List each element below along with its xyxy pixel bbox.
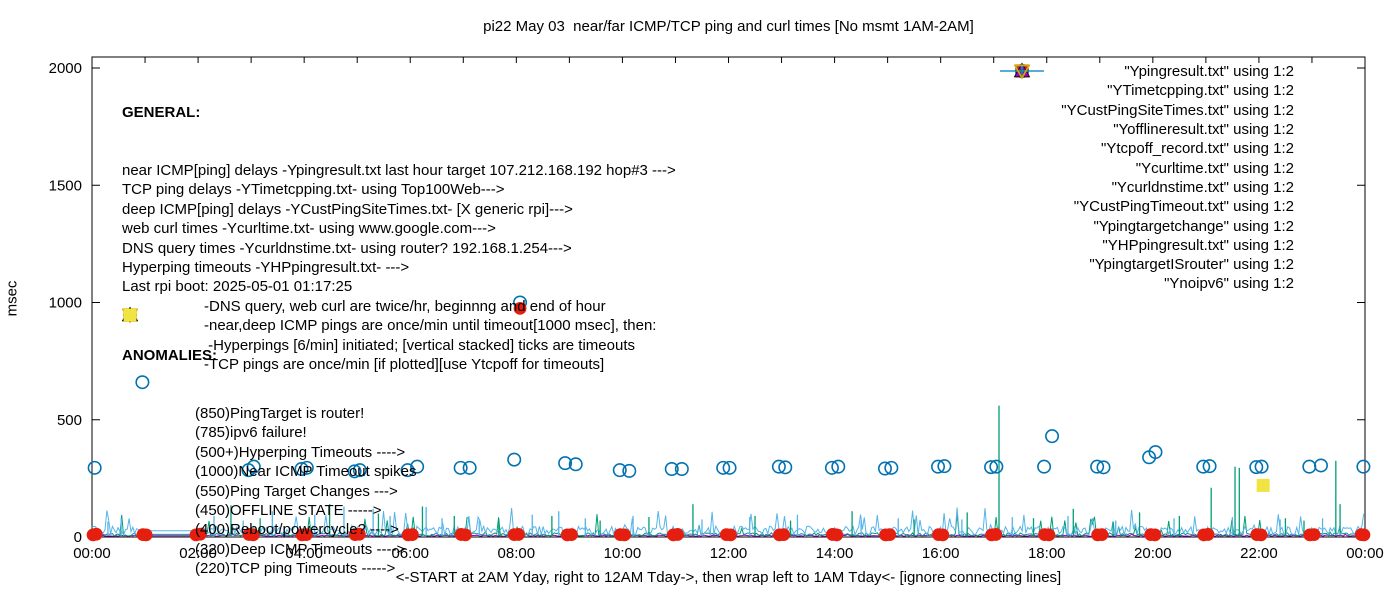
square-filled-icon — [123, 308, 137, 322]
general-indented-line: -near,deep ICMP pings are once/min until… — [204, 317, 657, 335]
legend-item: "Ytcpoff_record.txt" using 1:2 — [994, 64, 1358, 158]
legend: "Ypingresult.txt" using 1:2 "YTimetcpping… — [994, 62, 1358, 294]
anomaly-item: (785)ipv6 failure! — [122, 308, 416, 442]
anomaly-item: (550)Ping Target Changes ---> — [122, 308, 416, 501]
svg-text:12:00: 12:00 — [710, 545, 748, 562]
legend-item: "Ypingresult.txt" using 1:2 — [994, 62, 1358, 81]
anomaly-item: (400)Reboot/powercycle? ----> — [122, 520, 416, 539]
legend-item: "Ycurldnstime.txt" using 1:2 — [994, 64, 1358, 197]
anomaly-text: (1000)Near ICMP Timeout spikes — [195, 463, 417, 481]
x-axis-label: <-START at 2AM Yday, right to 12AM Tday-… — [395, 569, 1062, 586]
anomaly-item: (1000)Near ICMP Timeout spikes — [122, 462, 416, 481]
legend-item-label: "Ytcpoff_record.txt" using 1:2 — [1101, 140, 1294, 158]
anomaly-item: (500+)Hyperping Timeouts ----> — [122, 308, 416, 462]
svg-text:16:00: 16:00 — [922, 545, 960, 562]
legend-item: "YCustPingSiteTimes.txt" using 1:2 — [994, 70, 1358, 120]
general-heading: GENERAL: — [122, 103, 201, 121]
anomaly-text: (850)PingTarget is router! — [195, 405, 365, 423]
general-line: near ICMP[ping] delays -Ypingresult.txt … — [122, 162, 676, 180]
svg-text:1000: 1000 — [49, 295, 82, 312]
legend-item: "Ynoipv6" using 1:2 — [994, 64, 1358, 293]
legend-item: "YpingtargetISrouter" using 1:2 — [994, 64, 1358, 274]
anomaly-text: (320)Deep ICMP Timeouts ----> — [195, 540, 406, 558]
legend-item: "YTimetcpping.txt" using 1:2 — [994, 70, 1358, 100]
general-indented-line: -TCP pings are once/min [if plotted][use… — [204, 356, 605, 374]
legend-item-label: "YTimetcpping.txt" using 1:2 — [1107, 82, 1294, 100]
anomalies-annotation-block: ANOMALIES: (850)PingTarget is router! (78… — [122, 307, 416, 579]
anomalies-heading: ANOMALIES: — [122, 346, 217, 364]
general-line: web curl times -Ycurltime.txt- using www… — [122, 220, 496, 238]
anomaly-item: (450)OFFLINE STATE -----> — [122, 308, 416, 520]
legend-item: "Ypingtargetchange" using 1:2 — [994, 64, 1358, 235]
legend-item-label: "YCustPingSiteTimes.txt" using 1:2 — [1061, 101, 1294, 119]
anomaly-text: (400)Reboot/powercycle? ----> — [195, 521, 399, 539]
triangle-down-open-icon — [1013, 64, 1031, 80]
svg-text:02:00: 02:00 — [179, 545, 217, 562]
series-points-Ycurldnstime.txt — [86, 301, 1371, 542]
legend-item-label: "Ynoipv6" using 1:2 — [1164, 275, 1294, 293]
series-spikes-YTimetcpping.txt — [230, 405, 1341, 536]
svg-text:04:00: 04:00 — [285, 545, 323, 562]
legend-item-label: "YpingtargetISrouter" using 1:2 — [1089, 256, 1294, 274]
series-points-Ytcpoff_record.txt — [1256, 478, 1270, 492]
svg-text:00:00: 00:00 — [73, 545, 111, 562]
legend-item: "Yofflineresult.txt" using 1:2 — [994, 64, 1358, 139]
svg-text:00:00: 00:00 — [1346, 545, 1384, 562]
anomaly-item: (320)Deep ICMP Timeouts ----> — [122, 307, 416, 559]
svg-text:500: 500 — [57, 412, 82, 429]
svg-text:0: 0 — [74, 529, 82, 546]
general-line: TCP ping delays -YTimetcpping.txt- using… — [122, 181, 505, 199]
anomaly-text: (785)ipv6 failure! — [195, 424, 307, 442]
legend-item-label: "Yofflineresult.txt" using 1:2 — [1113, 121, 1294, 139]
anomaly-text: (550)Ping Target Changes ---> — [195, 482, 398, 500]
general-indented-line: -DNS query, web curl are twice/hr, begin… — [204, 297, 606, 315]
anomaly-text: (500+)Hyperping Timeouts ----> — [195, 443, 406, 461]
general-line: Hyperping timeouts -YHPpingresult.txt- -… — [122, 259, 410, 277]
svg-text:1500: 1500 — [49, 177, 82, 194]
legend-item-label: "YCustPingTimeout.txt" using 1:2 — [1073, 198, 1294, 216]
legend-item-label: "Ycurldnstime.txt" using 1:2 — [1111, 178, 1294, 196]
legend-item-label: "Ycurltime.txt" using 1:2 — [1135, 159, 1294, 177]
anomaly-item: (220)TCP ping Timeouts -----> — [122, 308, 416, 578]
general-line: deep ICMP[ping] delays -YCustPingSiteTim… — [122, 200, 573, 218]
general-indented-line: -Hyperpings [6/min] initiated; [vertical… — [204, 336, 636, 354]
svg-text:10:00: 10:00 — [604, 545, 642, 562]
anomaly-text: (220)TCP ping Timeouts -----> — [195, 560, 396, 578]
legend-item-label: "YHPpingresult.txt" using 1:2 — [1102, 236, 1294, 254]
legend-item: "YCustPingTimeout.txt" using 1:2 — [994, 62, 1358, 216]
legend-item: "YHPpingresult.txt" using 1:2 — [994, 64, 1358, 255]
svg-text:06:00: 06:00 — [391, 545, 429, 562]
general-line: Last rpi boot: 2025-05-01 01:17:25 — [122, 278, 353, 296]
legend-item-label: "Ypingresult.txt" using 1:2 — [1124, 63, 1294, 81]
legend-item-label: "Ypingtargetchange" using 1:2 — [1093, 217, 1294, 235]
general-annotation-block: GENERAL: near ICMP[ping] delays -Ypingre… — [122, 64, 676, 375]
svg-text:14:00: 14:00 — [816, 545, 854, 562]
anomaly-item: (850)PingTarget is router! — [122, 308, 416, 423]
legend-item: "Ycurltime.txt" using 1:2 — [994, 64, 1358, 177]
svg-text:08:00: 08:00 — [498, 545, 536, 562]
anomaly-text: (450)OFFLINE STATE -----> — [195, 501, 382, 519]
axis-tick-labels: 00:00 02:00 04:00 06:00 08:00 10:00 12:00 14:00… — [49, 60, 1384, 562]
page-title: pi22 May 03 near/far ICMP/TCP ping and c… — [483, 18, 974, 35]
svg-text:20:00: 20:00 — [1134, 545, 1172, 562]
svg-text:18:00: 18:00 — [1028, 545, 1066, 562]
svg-text:2000: 2000 — [49, 60, 82, 77]
series-points-Ycurltime.txt — [87, 295, 1371, 479]
svg-text:22:00: 22:00 — [1240, 545, 1278, 562]
general-line: DNS query times -Ycurldnstime.txt- using… — [122, 239, 572, 257]
series-spikes-YCustPingSiteTimes.txt — [107, 506, 1324, 536]
